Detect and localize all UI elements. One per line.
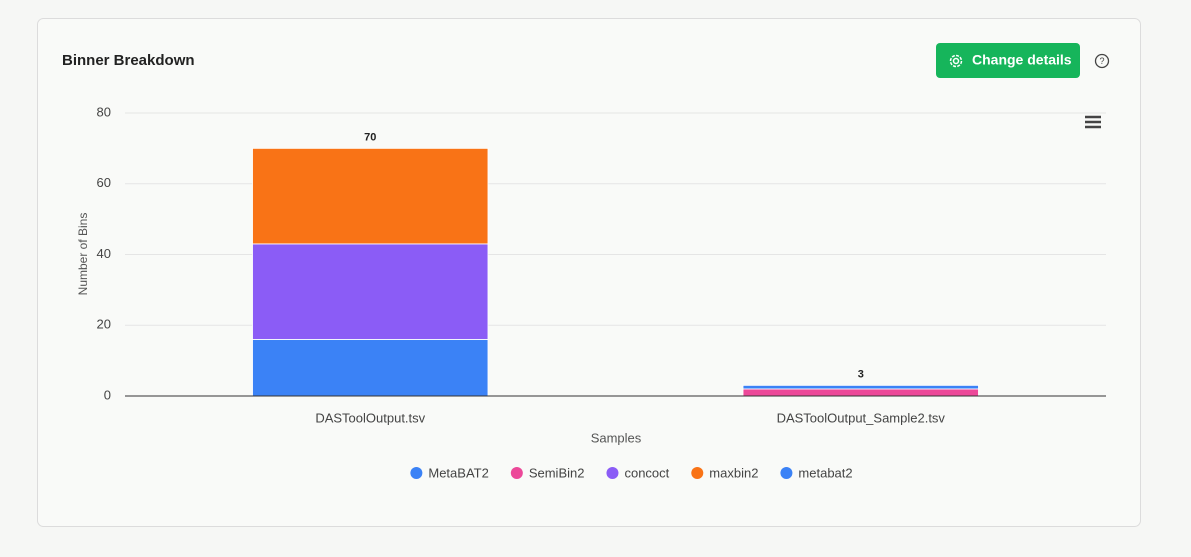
- y-tick-label: 20: [97, 317, 111, 332]
- y-tick-label: 80: [97, 104, 111, 119]
- card-title: Binner Breakdown: [62, 52, 195, 69]
- y-tick-label: 60: [97, 175, 111, 190]
- legend-marker: [510, 467, 523, 479]
- total-label: 70: [364, 131, 376, 143]
- bar-segment: [742, 384, 979, 390]
- button-label[interactable]: Change details: [972, 52, 1072, 68]
- total-label: 3: [858, 368, 864, 380]
- legend-marker: [691, 467, 704, 479]
- legend-label: maxbin2: [709, 465, 758, 480]
- bar-segment: [252, 243, 489, 340]
- legend-label: MetaBAT2: [428, 465, 488, 480]
- legend-label: SemiBin2: [529, 465, 585, 480]
- y-axis-title: Number of Bins: [76, 213, 90, 296]
- y-tick-label: 0: [104, 387, 111, 402]
- svg-text:?: ?: [1099, 56, 1104, 66]
- card: [37, 18, 1141, 527]
- bar-segment: [252, 338, 489, 397]
- legend-label: metabat2: [798, 465, 852, 480]
- x-tick-label: DASToolOutput.tsv: [315, 410, 425, 425]
- y-tick-label: 40: [97, 246, 111, 261]
- chart-menu[interactable]: [1085, 115, 1101, 129]
- button-bg[interactable]: [936, 43, 1080, 78]
- gear-icon: [949, 54, 963, 68]
- help-icon[interactable]: ?: [1094, 53, 1110, 69]
- legend-marker: [410, 467, 423, 479]
- change-details-button[interactable]: Change details: [936, 43, 1080, 78]
- bar-segment: [742, 388, 979, 397]
- legend-label: concoct: [624, 465, 669, 480]
- x-tick-label: DASToolOutput_Sample2.tsv: [777, 410, 946, 425]
- legend-marker: [606, 467, 619, 479]
- x-axis-title: Samples: [591, 430, 642, 445]
- bar-segment: [252, 147, 489, 245]
- legend-marker: [780, 467, 793, 479]
